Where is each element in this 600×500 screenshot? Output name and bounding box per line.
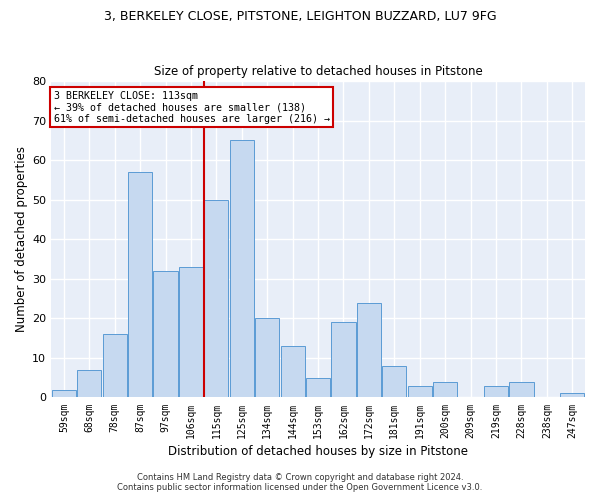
Bar bbox=[484, 386, 508, 398]
Bar bbox=[281, 346, 305, 398]
Bar bbox=[306, 378, 330, 398]
Bar bbox=[382, 366, 406, 398]
Bar bbox=[179, 267, 203, 398]
Title: Size of property relative to detached houses in Pitstone: Size of property relative to detached ho… bbox=[154, 66, 482, 78]
Text: Contains HM Land Registry data © Crown copyright and database right 2024.
Contai: Contains HM Land Registry data © Crown c… bbox=[118, 473, 482, 492]
Bar bbox=[509, 382, 533, 398]
X-axis label: Distribution of detached houses by size in Pitstone: Distribution of detached houses by size … bbox=[168, 444, 468, 458]
Bar bbox=[357, 302, 381, 398]
Text: 3 BERKELEY CLOSE: 113sqm
← 39% of detached houses are smaller (138)
61% of semi-: 3 BERKELEY CLOSE: 113sqm ← 39% of detach… bbox=[54, 90, 330, 124]
Bar bbox=[52, 390, 76, 398]
Bar bbox=[103, 334, 127, 398]
Bar bbox=[331, 322, 356, 398]
Bar bbox=[433, 382, 457, 398]
Bar bbox=[128, 172, 152, 398]
Text: 3, BERKELEY CLOSE, PITSTONE, LEIGHTON BUZZARD, LU7 9FG: 3, BERKELEY CLOSE, PITSTONE, LEIGHTON BU… bbox=[104, 10, 496, 23]
Bar bbox=[407, 386, 432, 398]
Bar bbox=[77, 370, 101, 398]
Bar bbox=[205, 200, 229, 398]
Bar bbox=[154, 271, 178, 398]
Y-axis label: Number of detached properties: Number of detached properties bbox=[15, 146, 28, 332]
Bar bbox=[255, 318, 280, 398]
Bar bbox=[560, 394, 584, 398]
Bar bbox=[230, 140, 254, 398]
